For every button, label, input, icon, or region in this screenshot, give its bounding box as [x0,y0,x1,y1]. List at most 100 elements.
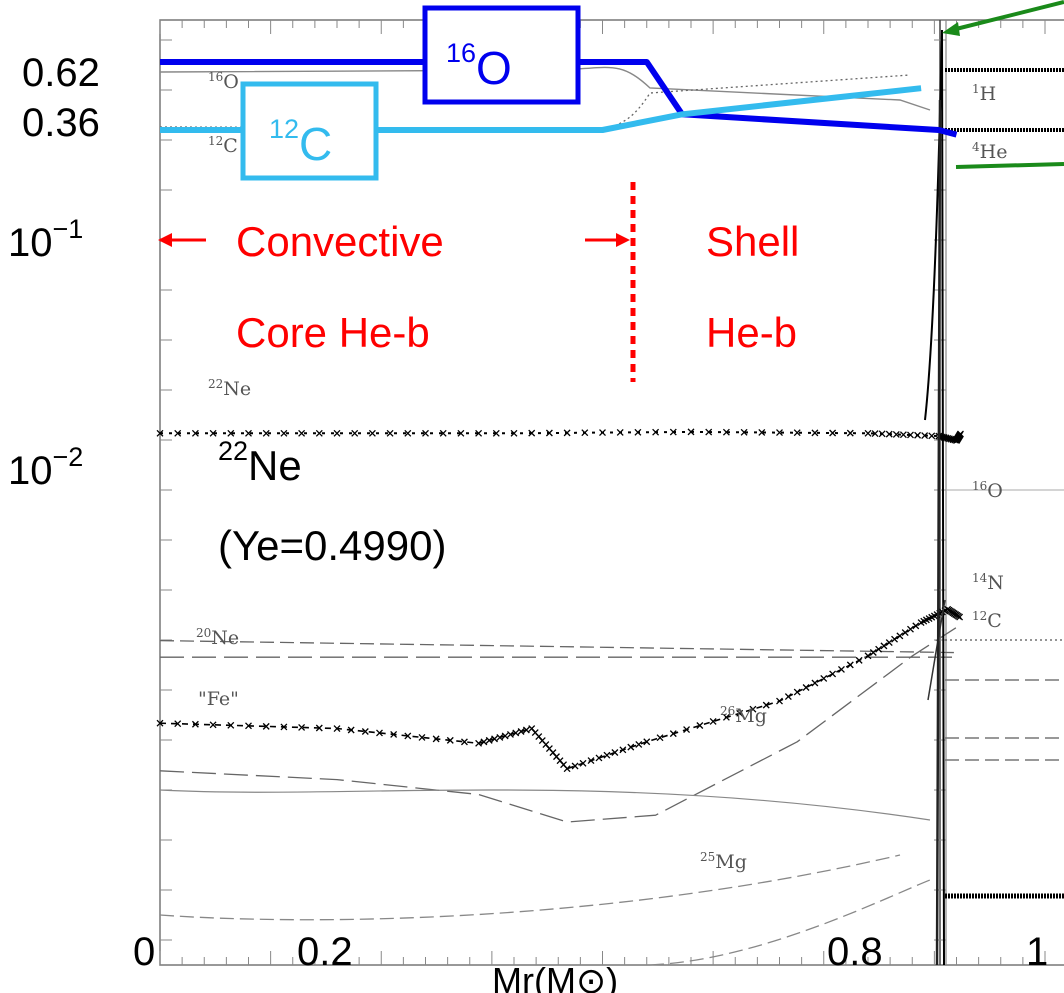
series-line-26mg [159,608,962,770]
o16-box-frame [422,5,581,105]
series-marker-26mg [227,721,235,729]
convective-region-label: Convective Core He-b [158,218,630,356]
series-marker-26mg [709,717,717,725]
y-tick-1e-2: 10−2 [8,442,83,493]
transition-spike-3 [935,99,942,966]
series-marker-26mg [315,724,323,732]
series-marker-26mg [298,723,306,731]
series-marker-26mg [627,743,635,751]
series-marker-26mg [507,730,514,738]
series-marker-26mg [901,629,909,636]
series-marker-26mg [776,697,783,705]
series-marker-26mg [496,733,504,741]
panel-label-sup: 12 [972,609,987,623]
shell-label-line2: He-b [706,309,797,356]
series-marker-26mg [864,652,872,660]
series-marker-26mg [811,679,819,687]
series-marker-26mg [245,722,252,730]
panel-label-base: Mg [735,705,767,727]
series-marker-26mg [896,632,904,640]
panel-label: 12C [208,134,238,157]
panel-label-sup: 16 [972,479,987,493]
x-tick-1: 1 [1026,930,1048,974]
series-marker-26mg [683,726,691,734]
c12-box-frame [240,81,379,181]
series-marker-26mg [491,735,498,743]
panel-label-sup: 4 [972,140,980,154]
series-layer [156,428,964,823]
panel-label: 4He [972,140,1007,163]
series-marker-26mg [475,739,483,747]
series-marker-26mg [191,720,199,728]
y-tick-036: 0.36 [22,101,100,145]
shell-label-line1: Shell [706,218,799,265]
series-marker-22ne [878,430,886,438]
series-marker-26mg [418,733,426,741]
series-marker-26mg [885,639,893,646]
series-marker-26mg [501,732,509,740]
panel-label: 20Ne [196,626,239,649]
series-marker-26mg [280,723,288,731]
o16-box-label: 16O [446,38,512,94]
series-marker-22ne [616,428,624,436]
panel-label: 12C [972,609,1002,632]
series-marker-22ne [457,429,465,437]
series-marker-22ne [563,429,571,437]
series-marker-26mg [749,705,757,713]
series-marker-26mg [156,719,164,727]
series-marker-22ne [892,430,900,438]
series-marker-26mg [891,635,899,643]
ne22-ye-note: (Ye=0.4990) [218,522,446,569]
series-marker-22ne [439,429,447,437]
panel-label: 1H [972,82,996,105]
series-line-12c [160,85,922,133]
grey-bottom-dashed [159,854,901,921]
series-marker-22ne [510,429,518,437]
series-marker-22ne [846,429,854,437]
panel-label: 26Mg [720,704,767,727]
series-marker-26mg [209,721,217,729]
y-tick-1e-1-exp: −1 [53,214,84,244]
series-marker-26mg [390,730,398,738]
series-marker-26mg [512,729,520,737]
panel-label-base: "Fe" [198,688,239,710]
series-line-20ne [159,639,957,654]
series-marker-26mg [656,734,664,742]
series-marker-26mg [361,728,369,735]
panel-label-base: N [987,572,1004,594]
panel-label-base: Ne [211,627,239,649]
series-marker-26mg [956,613,964,621]
series-marker-22ne [280,429,288,437]
green-line-he [955,162,1064,169]
series-marker-22ne [871,430,879,438]
series-marker-22ne [545,429,553,437]
series-marker-26mg [376,729,383,737]
series-marker-22ne [209,429,217,437]
series-marker-22ne [174,429,182,437]
series-marker-22ne [669,428,677,436]
series-marker-22ne [740,428,748,436]
transition-spike [924,29,945,966]
series-marker-22ne [262,429,270,437]
y-tick-062: 0.62 [22,51,100,95]
series-marker-22ne [298,429,306,437]
panel-label-base: O [987,480,1003,502]
series-marker-26mg [643,738,651,746]
ne22-annotation-sup: 22 [218,436,248,466]
right-panel-curves [924,29,1064,966]
panel-label-sup: 16 [208,70,223,84]
series-marker-26mg [611,749,619,756]
series-marker-26mg [907,625,914,633]
panel-label-sup: 25 [700,850,715,864]
series-marker-26mg [579,759,587,767]
panel-label: 14N [972,571,1004,594]
x-tick-08: 0.8 [827,930,883,974]
series-marker-22ne [333,429,341,437]
series-marker-22ne [422,429,429,437]
series-marker-22ne [885,430,893,438]
grey-mid-solid [159,789,931,821]
series-marker-26mg [571,762,579,770]
c12-box-label: 12C [269,114,332,170]
series-marker-22ne [581,429,589,437]
o16-box-base: O [476,42,512,94]
